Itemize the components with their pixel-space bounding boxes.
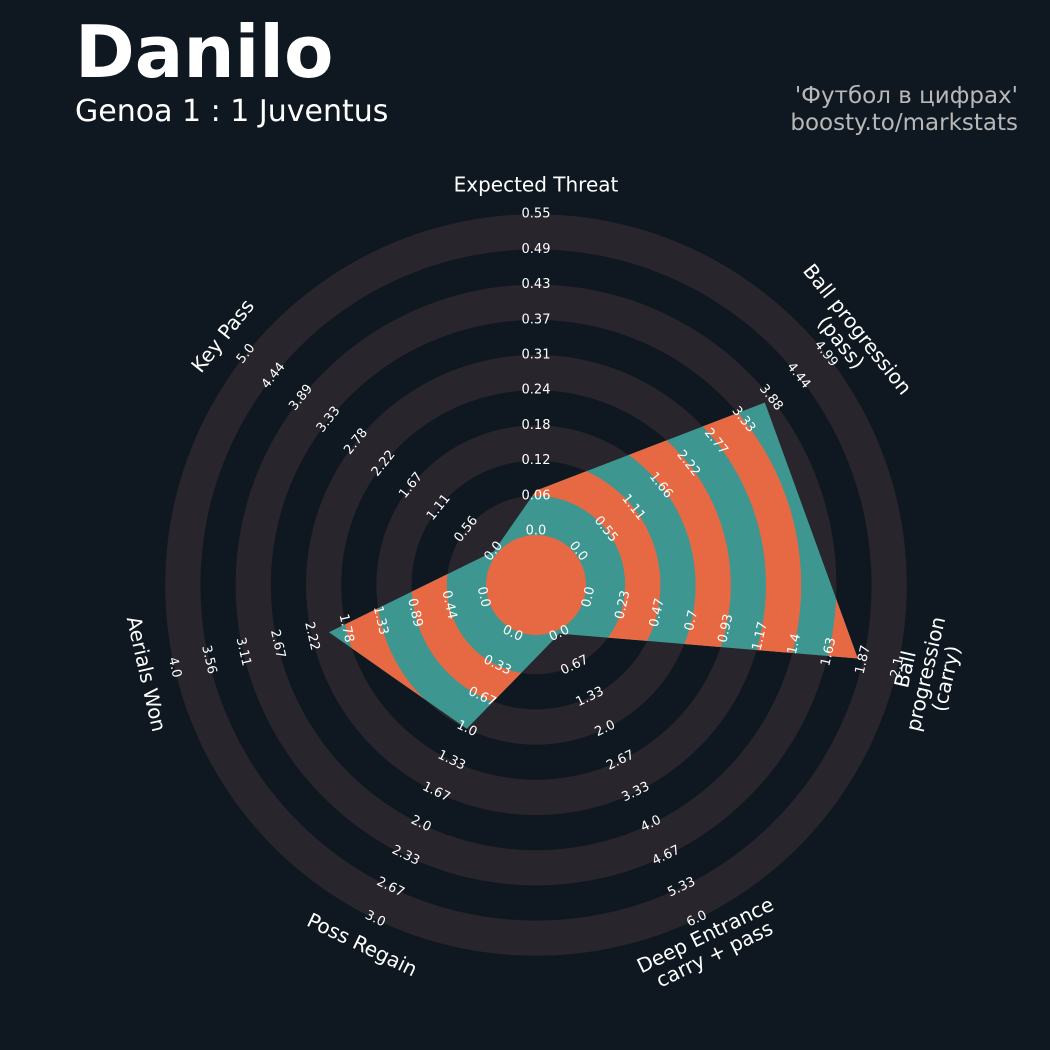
match: Genoa 1 : 1 Juventus [75, 94, 389, 129]
tick-label: 0.24 [522, 383, 551, 398]
tick-label: 1.78 [336, 613, 357, 645]
tick-label: 0.89 [404, 597, 425, 629]
credit: boosty.to/markstats [790, 110, 1018, 136]
tick-label: 1.4 [785, 632, 804, 656]
tick-label: 0.0 [474, 585, 493, 609]
tick-label: 0.23 [612, 589, 633, 621]
tick-label: 0.93 [715, 613, 736, 645]
center [486, 535, 586, 635]
tick-label: 0.06 [522, 488, 551, 503]
tick-label: 0.0 [526, 524, 547, 539]
tick-label: 0.43 [522, 277, 551, 292]
tick-label: 3.11 [233, 636, 254, 668]
tick-label: 2.67 [267, 628, 288, 660]
credit: 'Футбол в цифрах' [794, 83, 1018, 109]
tick-label: 1.63 [818, 636, 839, 668]
tick-label: 1.87 [853, 644, 874, 676]
tick-label: 4.0 [165, 656, 184, 680]
tick-label: 0.31 [522, 348, 551, 363]
tick-label: 0.18 [522, 418, 551, 433]
tick-label: 2.1 [888, 656, 907, 680]
tick-label: 0.0 [579, 585, 598, 609]
tick-label: 0.47 [647, 597, 668, 629]
tick-label: 2.22 [301, 620, 322, 652]
player-name: Danilo [75, 10, 334, 94]
param-label: Expected Threat [453, 172, 619, 197]
tick-label: 1.17 [750, 620, 771, 652]
tick-label: 0.37 [522, 312, 551, 327]
tick-label: 0.12 [522, 453, 551, 468]
tick-label: 0.49 [522, 242, 551, 257]
tick-label: 0.44 [439, 589, 460, 621]
tick-label: 0.7 [682, 609, 701, 633]
tick-label: 1.33 [370, 605, 391, 637]
tick-label: 3.56 [198, 644, 219, 676]
tick-label: 0.55 [522, 207, 551, 222]
